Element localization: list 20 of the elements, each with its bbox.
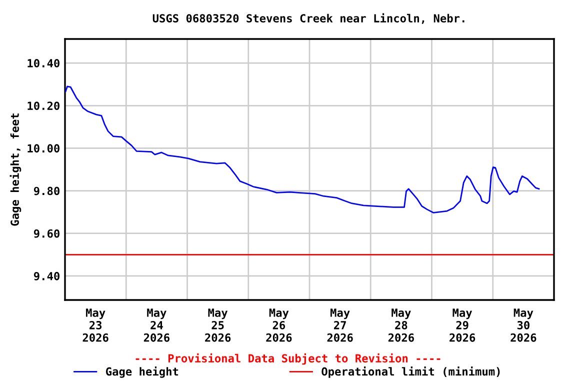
y-tick-label: 10.40 <box>28 59 60 68</box>
y-tick-label: 9.80 <box>34 186 60 196</box>
y-tick-label: 9.60 <box>34 229 60 238</box>
y-tick-label: 10.00 <box>28 144 60 153</box>
legend-label: Operational limit (minimum) <box>322 366 500 378</box>
x-tick-label: May 30 2026 <box>510 308 536 342</box>
y-tick-label: 9.40 <box>34 272 60 280</box>
y-tick-label: 10.20 <box>28 102 60 110</box>
x-tick-label: May 26 2026 <box>266 308 292 342</box>
y-axis-title: Gage height, feet <box>10 114 22 226</box>
x-tick-label: May 27 2026 <box>327 308 353 342</box>
line-series <box>65 86 540 214</box>
x-tick-label: May 24 2026 <box>144 308 170 342</box>
legend-label: Gage height <box>106 366 178 378</box>
x-tick-label: May 28 2026 <box>388 308 414 342</box>
x-tick-label: May 23 2026 <box>82 308 108 342</box>
x-tick-label: May 29 2026 <box>450 308 476 342</box>
x-tick-label: May 25 2026 <box>205 308 231 342</box>
chart-title: USGS 06803520 Stevens Creek near Lincoln, Nebr. <box>152 13 464 24</box>
text: ---- Provisional Data Subject to Revision ---- <box>136 353 440 365</box>
